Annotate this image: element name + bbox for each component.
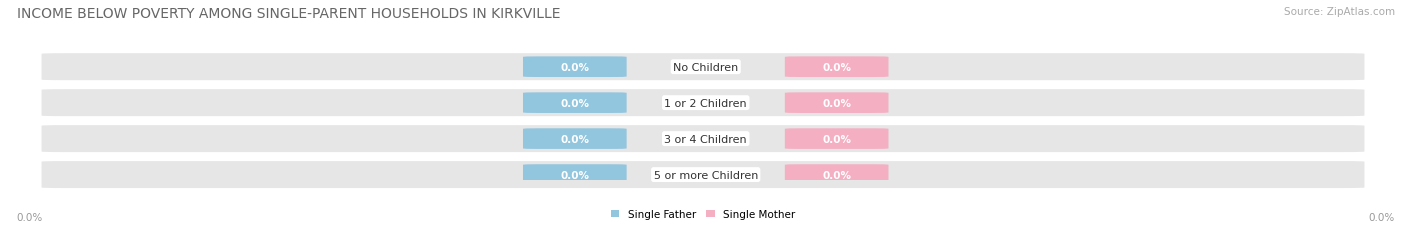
Text: 0.0%: 0.0% [561,62,589,72]
FancyBboxPatch shape [523,129,627,149]
Text: 0.0%: 0.0% [561,134,589,144]
FancyBboxPatch shape [523,164,627,185]
FancyBboxPatch shape [42,126,1364,152]
Text: 0.0%: 0.0% [823,98,851,108]
FancyBboxPatch shape [785,129,889,149]
Text: 0.0%: 0.0% [1368,212,1395,222]
Text: 0.0%: 0.0% [17,212,44,222]
Text: 0.0%: 0.0% [561,170,589,180]
Text: 3 or 4 Children: 3 or 4 Children [665,134,747,144]
FancyBboxPatch shape [523,57,627,78]
FancyBboxPatch shape [42,54,1364,81]
Text: 1 or 2 Children: 1 or 2 Children [665,98,747,108]
Text: Source: ZipAtlas.com: Source: ZipAtlas.com [1284,7,1395,17]
Legend: Single Father, Single Mother: Single Father, Single Mother [607,205,799,224]
FancyBboxPatch shape [785,93,889,113]
FancyBboxPatch shape [785,57,889,78]
FancyBboxPatch shape [523,93,627,113]
FancyBboxPatch shape [42,90,1364,117]
FancyBboxPatch shape [42,161,1364,188]
Text: 5 or more Children: 5 or more Children [654,170,758,180]
Text: INCOME BELOW POVERTY AMONG SINGLE-PARENT HOUSEHOLDS IN KIRKVILLE: INCOME BELOW POVERTY AMONG SINGLE-PARENT… [17,7,561,21]
Text: 0.0%: 0.0% [823,170,851,180]
Text: 0.0%: 0.0% [823,62,851,72]
FancyBboxPatch shape [785,164,889,185]
Text: No Children: No Children [673,62,738,72]
Text: 0.0%: 0.0% [823,134,851,144]
Text: 0.0%: 0.0% [561,98,589,108]
